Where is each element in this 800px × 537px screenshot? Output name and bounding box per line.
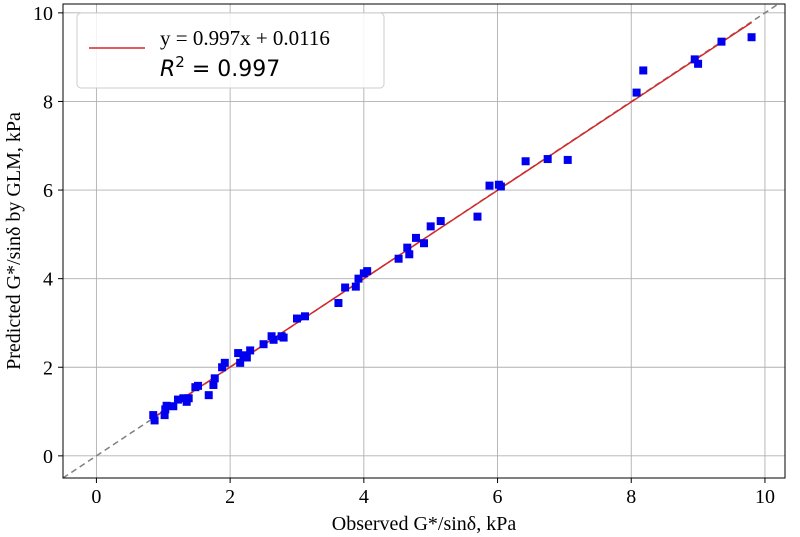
- tick-labels: 0 2 4 6 8 10 0 2 4 6 8 10: [33, 3, 775, 508]
- data-point: [279, 333, 288, 342]
- data-point: [301, 312, 310, 321]
- data-point: [184, 394, 193, 403]
- y-tick-label: 2: [43, 357, 53, 379]
- x-tick-label: 8: [626, 486, 636, 508]
- y-tick-label: 0: [43, 446, 53, 468]
- data-point: [420, 239, 428, 248]
- x-axis-label: Observed G*/sinδ, kPa: [332, 513, 517, 535]
- data-point: [204, 391, 213, 400]
- data-point: [173, 395, 182, 404]
- y-tick-label: 4: [43, 269, 53, 291]
- data-point: [694, 59, 703, 68]
- data-point: [194, 381, 203, 390]
- data-point: [246, 346, 255, 355]
- y-tick-label: 6: [43, 180, 53, 202]
- y-axis-label: Predicted G*/sinδ by GLM, kPa: [3, 112, 25, 370]
- data-point: [234, 349, 243, 358]
- ticks: [58, 12, 766, 483]
- r-squared-symbol: R: [160, 57, 175, 82]
- data-point: [543, 155, 552, 164]
- data-point: [363, 267, 372, 276]
- data-point: [341, 283, 350, 292]
- data-point: [426, 222, 435, 231]
- x-tick-label: 0: [91, 486, 101, 508]
- data-point: [717, 37, 726, 46]
- data-point: [220, 358, 229, 367]
- data-point: [394, 254, 403, 263]
- data-point: [747, 33, 756, 42]
- legend-r-squared: R2 = 0.997: [160, 53, 280, 82]
- data-point: [403, 243, 412, 252]
- data-point: [259, 340, 268, 349]
- data-point: [149, 411, 158, 420]
- data-point: [690, 55, 699, 64]
- data-point: [473, 212, 482, 221]
- data-point: [334, 299, 343, 308]
- data-point: [218, 363, 227, 372]
- legend: y = 0.997x + 0.0116 R2 = 0.997: [76, 12, 385, 89]
- data-point: [351, 282, 360, 291]
- data-point: [436, 217, 445, 226]
- data-point: [242, 353, 251, 362]
- x-tick-label: 10: [755, 486, 775, 508]
- data-point: [209, 380, 218, 389]
- y-tick-label: 8: [43, 91, 53, 113]
- data-point: [236, 358, 245, 367]
- data-point: [354, 274, 363, 283]
- r-squared-superscript: 2: [175, 53, 185, 71]
- data-point: [169, 402, 178, 411]
- data-point: [269, 335, 278, 344]
- data-point: [405, 250, 414, 259]
- y-tick-label: 10: [33, 3, 53, 25]
- x-tick-label: 6: [493, 486, 503, 508]
- data-point: [485, 181, 494, 190]
- x-tick-label: 2: [225, 486, 235, 508]
- data-point: [162, 401, 171, 410]
- data-point: [160, 411, 169, 420]
- data-point: [411, 233, 420, 242]
- data-point: [563, 155, 572, 164]
- plot-frame: [62, 3, 786, 479]
- points-layer: [149, 33, 756, 425]
- data-point: [150, 416, 159, 425]
- data-point: [632, 88, 641, 97]
- legend-box: [76, 12, 385, 89]
- x-tick-label: 4: [359, 486, 369, 508]
- data-point: [210, 374, 219, 383]
- data-point: [496, 182, 505, 191]
- data-point: [521, 157, 530, 166]
- r-squared-value: = 0.997: [185, 57, 280, 82]
- data-point: [292, 314, 301, 323]
- data-point: [639, 66, 648, 75]
- legend-fit-equation: y = 0.997x + 0.0116: [160, 26, 330, 50]
